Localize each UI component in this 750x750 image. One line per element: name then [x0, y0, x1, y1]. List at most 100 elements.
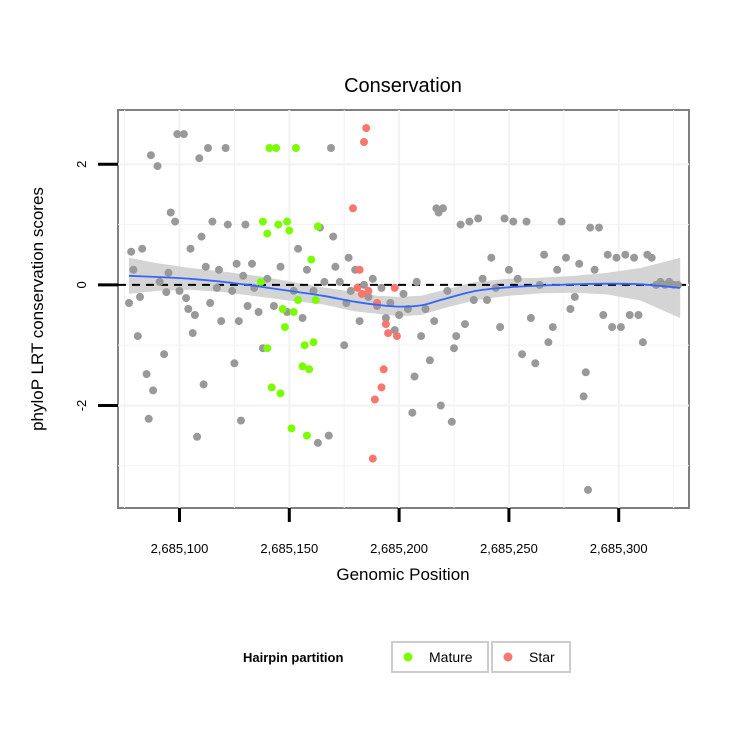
point-other — [447, 417, 456, 426]
point-other — [173, 130, 182, 139]
point-other — [276, 262, 285, 271]
point-other — [175, 286, 184, 295]
point-other — [456, 220, 465, 229]
point-other — [439, 204, 447, 213]
point-mature — [280, 323, 289, 332]
smooth-curve — [128, 274, 681, 308]
y-tick-label: 0 — [74, 281, 89, 288]
point-other — [309, 286, 318, 295]
y-axis: -2 0 2 — [74, 161, 118, 412]
point-other — [162, 288, 171, 297]
y-tick-label: -2 — [74, 400, 89, 412]
point-star — [360, 138, 368, 146]
point-other — [570, 292, 579, 301]
point-star — [364, 286, 373, 295]
point-star — [381, 320, 390, 329]
point-mature — [287, 424, 296, 433]
point-other — [190, 311, 199, 319]
point-mature — [276, 389, 285, 398]
point-star — [384, 329, 393, 338]
point-other — [625, 311, 634, 319]
point-other — [377, 283, 386, 292]
point-other — [412, 277, 421, 286]
point-other — [518, 350, 527, 359]
point-other — [204, 144, 212, 152]
legend-key-star-box — [491, 641, 571, 673]
point-other — [465, 217, 474, 226]
point-other — [408, 408, 417, 417]
point-other — [133, 332, 142, 341]
point-other — [450, 344, 458, 353]
point-other — [324, 431, 333, 440]
x-tick-label: 2,685,300 — [590, 541, 648, 556]
point-other — [566, 305, 575, 313]
point-other — [234, 317, 243, 326]
point-other — [579, 392, 588, 401]
point-mature — [274, 220, 283, 229]
point-other — [160, 350, 169, 359]
point-other — [344, 253, 353, 262]
point-other — [217, 317, 226, 326]
point-other — [243, 302, 252, 310]
point-other — [182, 294, 191, 303]
point-mature — [291, 144, 300, 152]
point-mature — [267, 383, 276, 392]
point-other — [360, 280, 368, 289]
point-other — [395, 311, 404, 319]
point-other — [553, 265, 562, 274]
point-other — [144, 414, 153, 423]
point-other — [197, 232, 206, 241]
point-other — [186, 244, 195, 253]
point-other — [149, 386, 158, 395]
point-star — [370, 395, 379, 404]
point-other — [294, 244, 303, 253]
point-other — [138, 244, 147, 253]
point-other — [327, 144, 335, 152]
point-star — [357, 289, 366, 298]
grid-lines — [118, 110, 689, 508]
point-other — [496, 323, 505, 332]
point-other — [166, 208, 175, 217]
point-mature — [283, 217, 292, 226]
point-star — [392, 332, 401, 341]
point-other — [193, 432, 202, 441]
point-other — [206, 299, 215, 307]
point-other — [364, 292, 373, 301]
point-mature — [307, 255, 316, 264]
point-other — [320, 277, 329, 286]
point-other — [581, 368, 590, 377]
point-mature — [272, 144, 281, 152]
point-other — [513, 274, 522, 283]
point-other — [340, 341, 349, 350]
x-tick-label: 2,685,150 — [260, 541, 318, 556]
point-other — [232, 259, 241, 268]
point-other — [136, 292, 144, 301]
legend-title: Hairpin partition — [243, 650, 343, 665]
point-other — [500, 214, 509, 223]
point-star — [390, 283, 399, 292]
point-other — [595, 223, 603, 232]
point-other — [544, 338, 553, 347]
smooth-curve-layer — [128, 274, 681, 308]
point-mature — [265, 144, 274, 152]
point-other — [254, 308, 263, 316]
point-mature — [300, 341, 309, 350]
point-other — [540, 250, 549, 259]
point-other — [562, 253, 570, 262]
point-other — [399, 289, 408, 298]
point-other — [531, 359, 540, 368]
point-mature — [256, 277, 265, 286]
data-points — [125, 124, 682, 494]
legend-label-mature: Mature — [429, 649, 473, 665]
point-other — [425, 356, 434, 365]
point-other — [263, 274, 272, 283]
legend: Hairpin partition Mature Star — [243, 641, 571, 673]
point-other — [184, 305, 193, 313]
x-tick-label: 2,685,250 — [480, 541, 538, 556]
point-star — [355, 265, 364, 274]
point-other — [201, 262, 210, 271]
point-other — [487, 253, 496, 262]
point-other — [599, 311, 608, 319]
point-other — [410, 372, 419, 381]
